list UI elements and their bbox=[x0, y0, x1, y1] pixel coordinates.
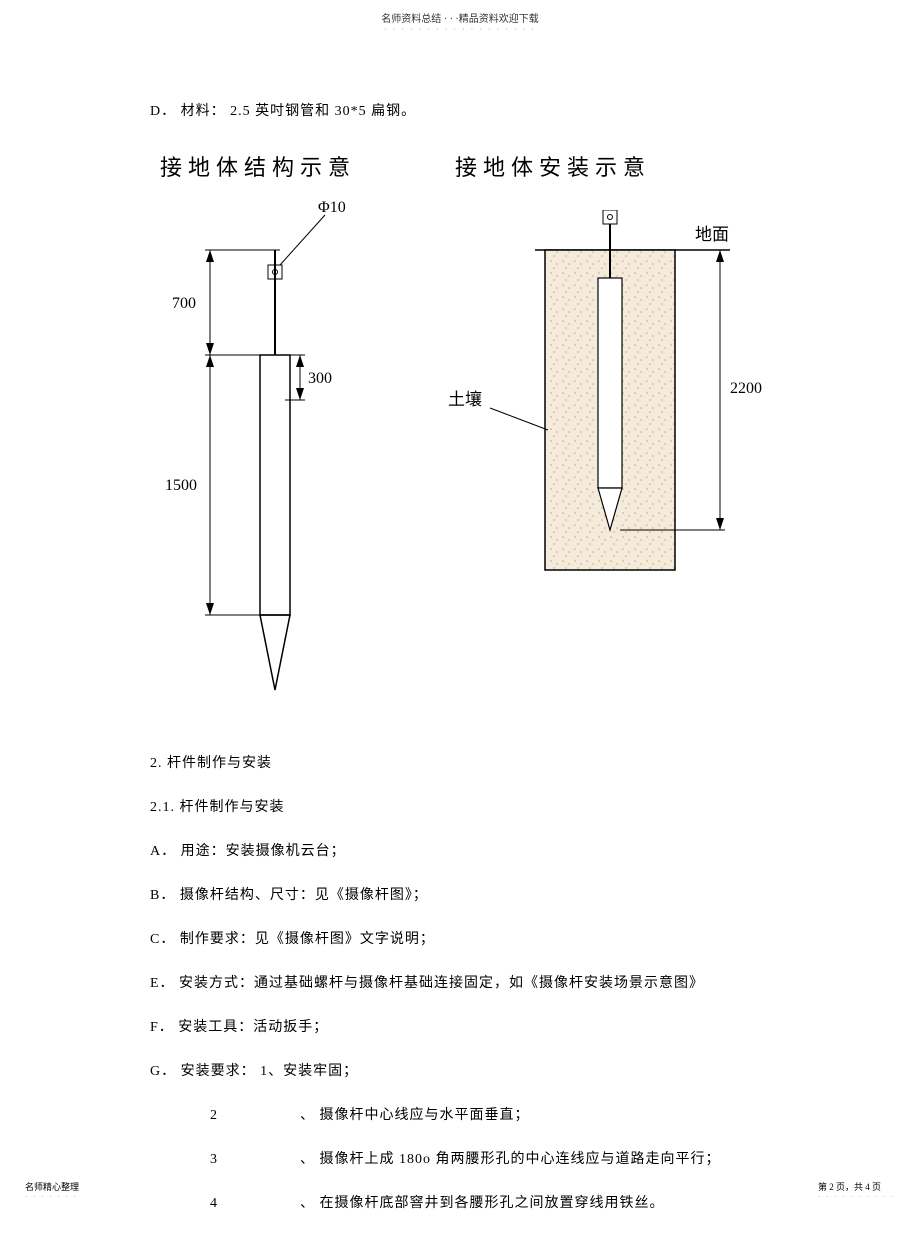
footer-left-dots: · · · · · · · bbox=[25, 1193, 79, 1201]
list-row: 3 、 摄像杆上成 180o 角两腰形孔的中心连线应与道路走向平行； bbox=[210, 1146, 770, 1174]
heading-2: 2. 杆件制作与安装 bbox=[150, 750, 770, 778]
line-g: G． 安装要求： 1、安装牢固； bbox=[150, 1058, 770, 1086]
line-a: A． 用途：安装摄像机云台； bbox=[150, 838, 770, 866]
heading-2-1: 2.1. 杆件制作与安装 bbox=[150, 794, 770, 822]
list-row: 4 、 在摄像杆底部窨井到各腰形孔之间放置穿线用铁丝。 bbox=[210, 1190, 770, 1218]
install-requirements-list: 2 、 摄像杆中心线应与水平面垂直； 3 、 摄像杆上成 180o 角两腰形孔的… bbox=[210, 1102, 770, 1218]
phi-label: Φ10 bbox=[318, 199, 346, 216]
footer-left-text: 名师精心整理 bbox=[25, 1180, 79, 1193]
dim-700: 700 bbox=[172, 295, 196, 312]
list-text: 、 摄像杆中心线应与水平面垂直； bbox=[300, 1102, 530, 1130]
install-diagram: 地面 土壤 2200 bbox=[440, 210, 770, 610]
line-materials: D． 材料： 2.5 英吋钢管和 30*5 扁钢。 bbox=[150, 100, 770, 120]
page-header: 名师资料总结 · · ·精品资料欢迎下载 · · · · · · · · · ·… bbox=[0, 10, 920, 34]
diagram-title-install: 接地体安装示意 bbox=[455, 150, 651, 182]
line-c: C． 制作要求：见《摄像杆图》文字说明； bbox=[150, 926, 770, 954]
list-text: 、 在摄像杆底部窨井到各腰形孔之间放置穿线用铁丝。 bbox=[300, 1190, 665, 1218]
line-f: F． 安装工具：活动扳手； bbox=[150, 1014, 770, 1042]
section-2: 2. 杆件制作与安装 2.1. 杆件制作与安装 A． 用途：安装摄像机云台； B… bbox=[150, 750, 770, 1218]
list-num: 2 bbox=[210, 1102, 300, 1130]
header-dots: · · · · · · · · · · · · · · · · · · bbox=[0, 25, 920, 34]
dim-2200: 2200 bbox=[730, 380, 762, 397]
footer-right-dots: · · · · · · · · · · bbox=[818, 1193, 895, 1201]
line-e: E． 安装方式：通过基础螺杆与摄像杆基础连接固定，如《摄像杆安装场景示意图》 bbox=[150, 970, 770, 998]
footer-right: 第 2 页，共 4 页 · · · · · · · · · · bbox=[818, 1180, 895, 1201]
list-row: 2 、 摄像杆中心线应与水平面垂直； bbox=[210, 1102, 770, 1130]
line-b: B． 摄像杆结构、尺寸：见《摄像杆图》； bbox=[150, 882, 770, 910]
header-text: 名师资料总结 · · ·精品资料欢迎下载 bbox=[0, 10, 920, 25]
footer-left: 名师精心整理 · · · · · · · bbox=[25, 1180, 79, 1201]
main-content: D． 材料： 2.5 英吋钢管和 30*5 扁钢。 接地体结构示意 接地体安装示… bbox=[150, 100, 770, 1234]
list-num: 3 bbox=[210, 1146, 300, 1174]
footer-right-text: 第 2 页，共 4 页 bbox=[818, 1180, 895, 1193]
dim-1500: 1500 bbox=[165, 477, 197, 494]
dim-300: 300 bbox=[308, 370, 332, 387]
diagram-title-structure: 接地体结构示意 bbox=[160, 150, 356, 182]
soil-label: 土壤 bbox=[448, 389, 482, 409]
list-text: 、 摄像杆上成 180o 角两腰形孔的中心连线应与道路走向平行； bbox=[300, 1146, 721, 1174]
ground-label: 地面 bbox=[695, 225, 729, 244]
diagram-container: 接地体结构示意 接地体安装示意 Φ10 700 300 bbox=[150, 150, 770, 710]
structure-diagram: Φ10 700 300 bbox=[150, 190, 410, 710]
list-num: 4 bbox=[210, 1190, 300, 1218]
